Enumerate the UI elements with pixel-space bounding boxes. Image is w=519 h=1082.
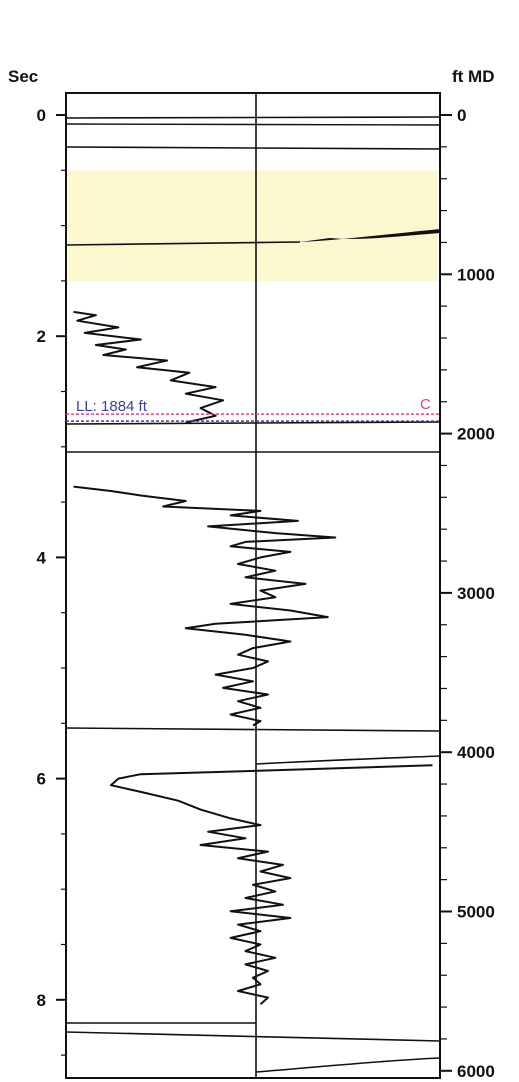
- horizon-wedge: [300, 229, 440, 242]
- horizon-line: [65, 421, 441, 425]
- horizon-line: [65, 727, 441, 732]
- horizon-line: [65, 123, 441, 126]
- depth-marker: LL: 1884 ft C: [66, 396, 440, 422]
- highlight-band: [68, 170, 438, 281]
- marker-side-label: C: [420, 396, 431, 413]
- horizon-line: [65, 116, 441, 119]
- right-tick-label: 1000: [457, 265, 495, 284]
- marker-label: LL: 1884 ft: [76, 398, 148, 415]
- right-tick-label: 6000: [457, 1062, 495, 1081]
- left-tick-label: 0: [37, 106, 46, 125]
- right-axis-title: ft MD: [452, 67, 494, 86]
- horizon-line: [65, 1031, 441, 1042]
- plot-frame: [65, 92, 441, 1079]
- left-tick-label: 6: [37, 770, 46, 789]
- left-tick-label: 2: [37, 327, 46, 346]
- right-tick-label: 5000: [457, 903, 495, 922]
- left-tick-label: 4: [37, 548, 47, 567]
- log-curve-segment: [73, 485, 337, 727]
- right-tick-label: 0: [457, 106, 466, 125]
- right-tick-label: 3000: [457, 584, 495, 603]
- horizon-line: [255, 1057, 441, 1073]
- left-tick-label: 8: [37, 991, 46, 1010]
- right-tick-label: 4000: [457, 743, 495, 762]
- horizon-line: [65, 146, 441, 150]
- left-axis: 0 2 4 6 8: [37, 106, 66, 1056]
- horizon-line: [65, 241, 301, 246]
- horizon-lines: [65, 116, 441, 1073]
- log-curve-segment: [109, 764, 433, 1005]
- right-tick-label: 2000: [457, 425, 495, 444]
- horizon-line: [255, 755, 441, 765]
- log-curve: [73, 310, 433, 1005]
- right-axis: 0 1000 2000 3000 4000 5000 6000: [440, 106, 495, 1081]
- left-axis-title: Sec: [8, 67, 38, 86]
- log-curve-upper: [73, 310, 225, 424]
